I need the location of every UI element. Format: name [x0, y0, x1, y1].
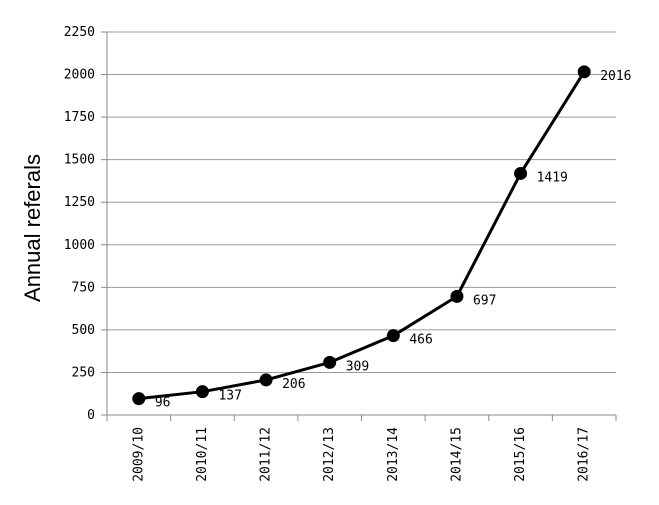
y-tick-label: 250 [72, 365, 95, 380]
data-label: 2016 [600, 69, 631, 84]
x-tick-label: 2013/14 [386, 427, 401, 482]
data-point [450, 289, 464, 303]
y-axis-title: Annual referals [20, 154, 45, 302]
data-label: 466 [409, 333, 432, 348]
data-point [259, 373, 273, 387]
y-tick-label: 1500 [64, 153, 95, 168]
x-tick-label: 2012/13 [322, 427, 337, 482]
y-tick-label: 2250 [64, 25, 95, 40]
data-point [323, 355, 337, 369]
data-point [195, 385, 209, 399]
data-label: 1419 [537, 170, 568, 185]
data-label: 96 [155, 396, 171, 411]
x-tick-label: 2015/16 [513, 427, 528, 482]
y-tick-label: 1000 [64, 238, 95, 253]
series [132, 65, 591, 406]
x-tick-label: 2016/17 [577, 427, 592, 482]
data-label: 206 [282, 377, 305, 392]
x-tick-label: 2011/12 [259, 427, 274, 482]
axes [101, 31, 617, 421]
data-label: 309 [346, 359, 369, 374]
y-tick-label: 2000 [64, 68, 95, 83]
data-labels: 96 137 206 309 466 697 1419 2016 [155, 69, 632, 411]
y-tick-label: 750 [72, 280, 95, 295]
x-tick-label: 2010/11 [195, 427, 210, 482]
data-point [132, 392, 146, 406]
y-tick-label: 1750 [64, 110, 95, 125]
x-tick-label: 2014/15 [449, 427, 464, 482]
x-tick-label: 2009/10 [131, 427, 146, 482]
x-tick-labels: 2009/10 2010/11 2011/12 2012/13 2013/14 2014/… [131, 427, 591, 482]
data-point [577, 65, 591, 79]
y-tick-label: 0 [87, 408, 95, 423]
data-point [514, 166, 528, 180]
y-tick-labels: 0 250 500 750 1000 1250 1500 1750 2000 2250 [64, 25, 95, 423]
data-point [386, 329, 400, 343]
data-label: 137 [218, 389, 241, 404]
gridlines [107, 31, 616, 373]
y-tick-label: 1250 [64, 195, 95, 210]
series-line [138, 71, 586, 401]
y-tick-label: 500 [72, 323, 95, 338]
data-label: 697 [473, 293, 496, 308]
